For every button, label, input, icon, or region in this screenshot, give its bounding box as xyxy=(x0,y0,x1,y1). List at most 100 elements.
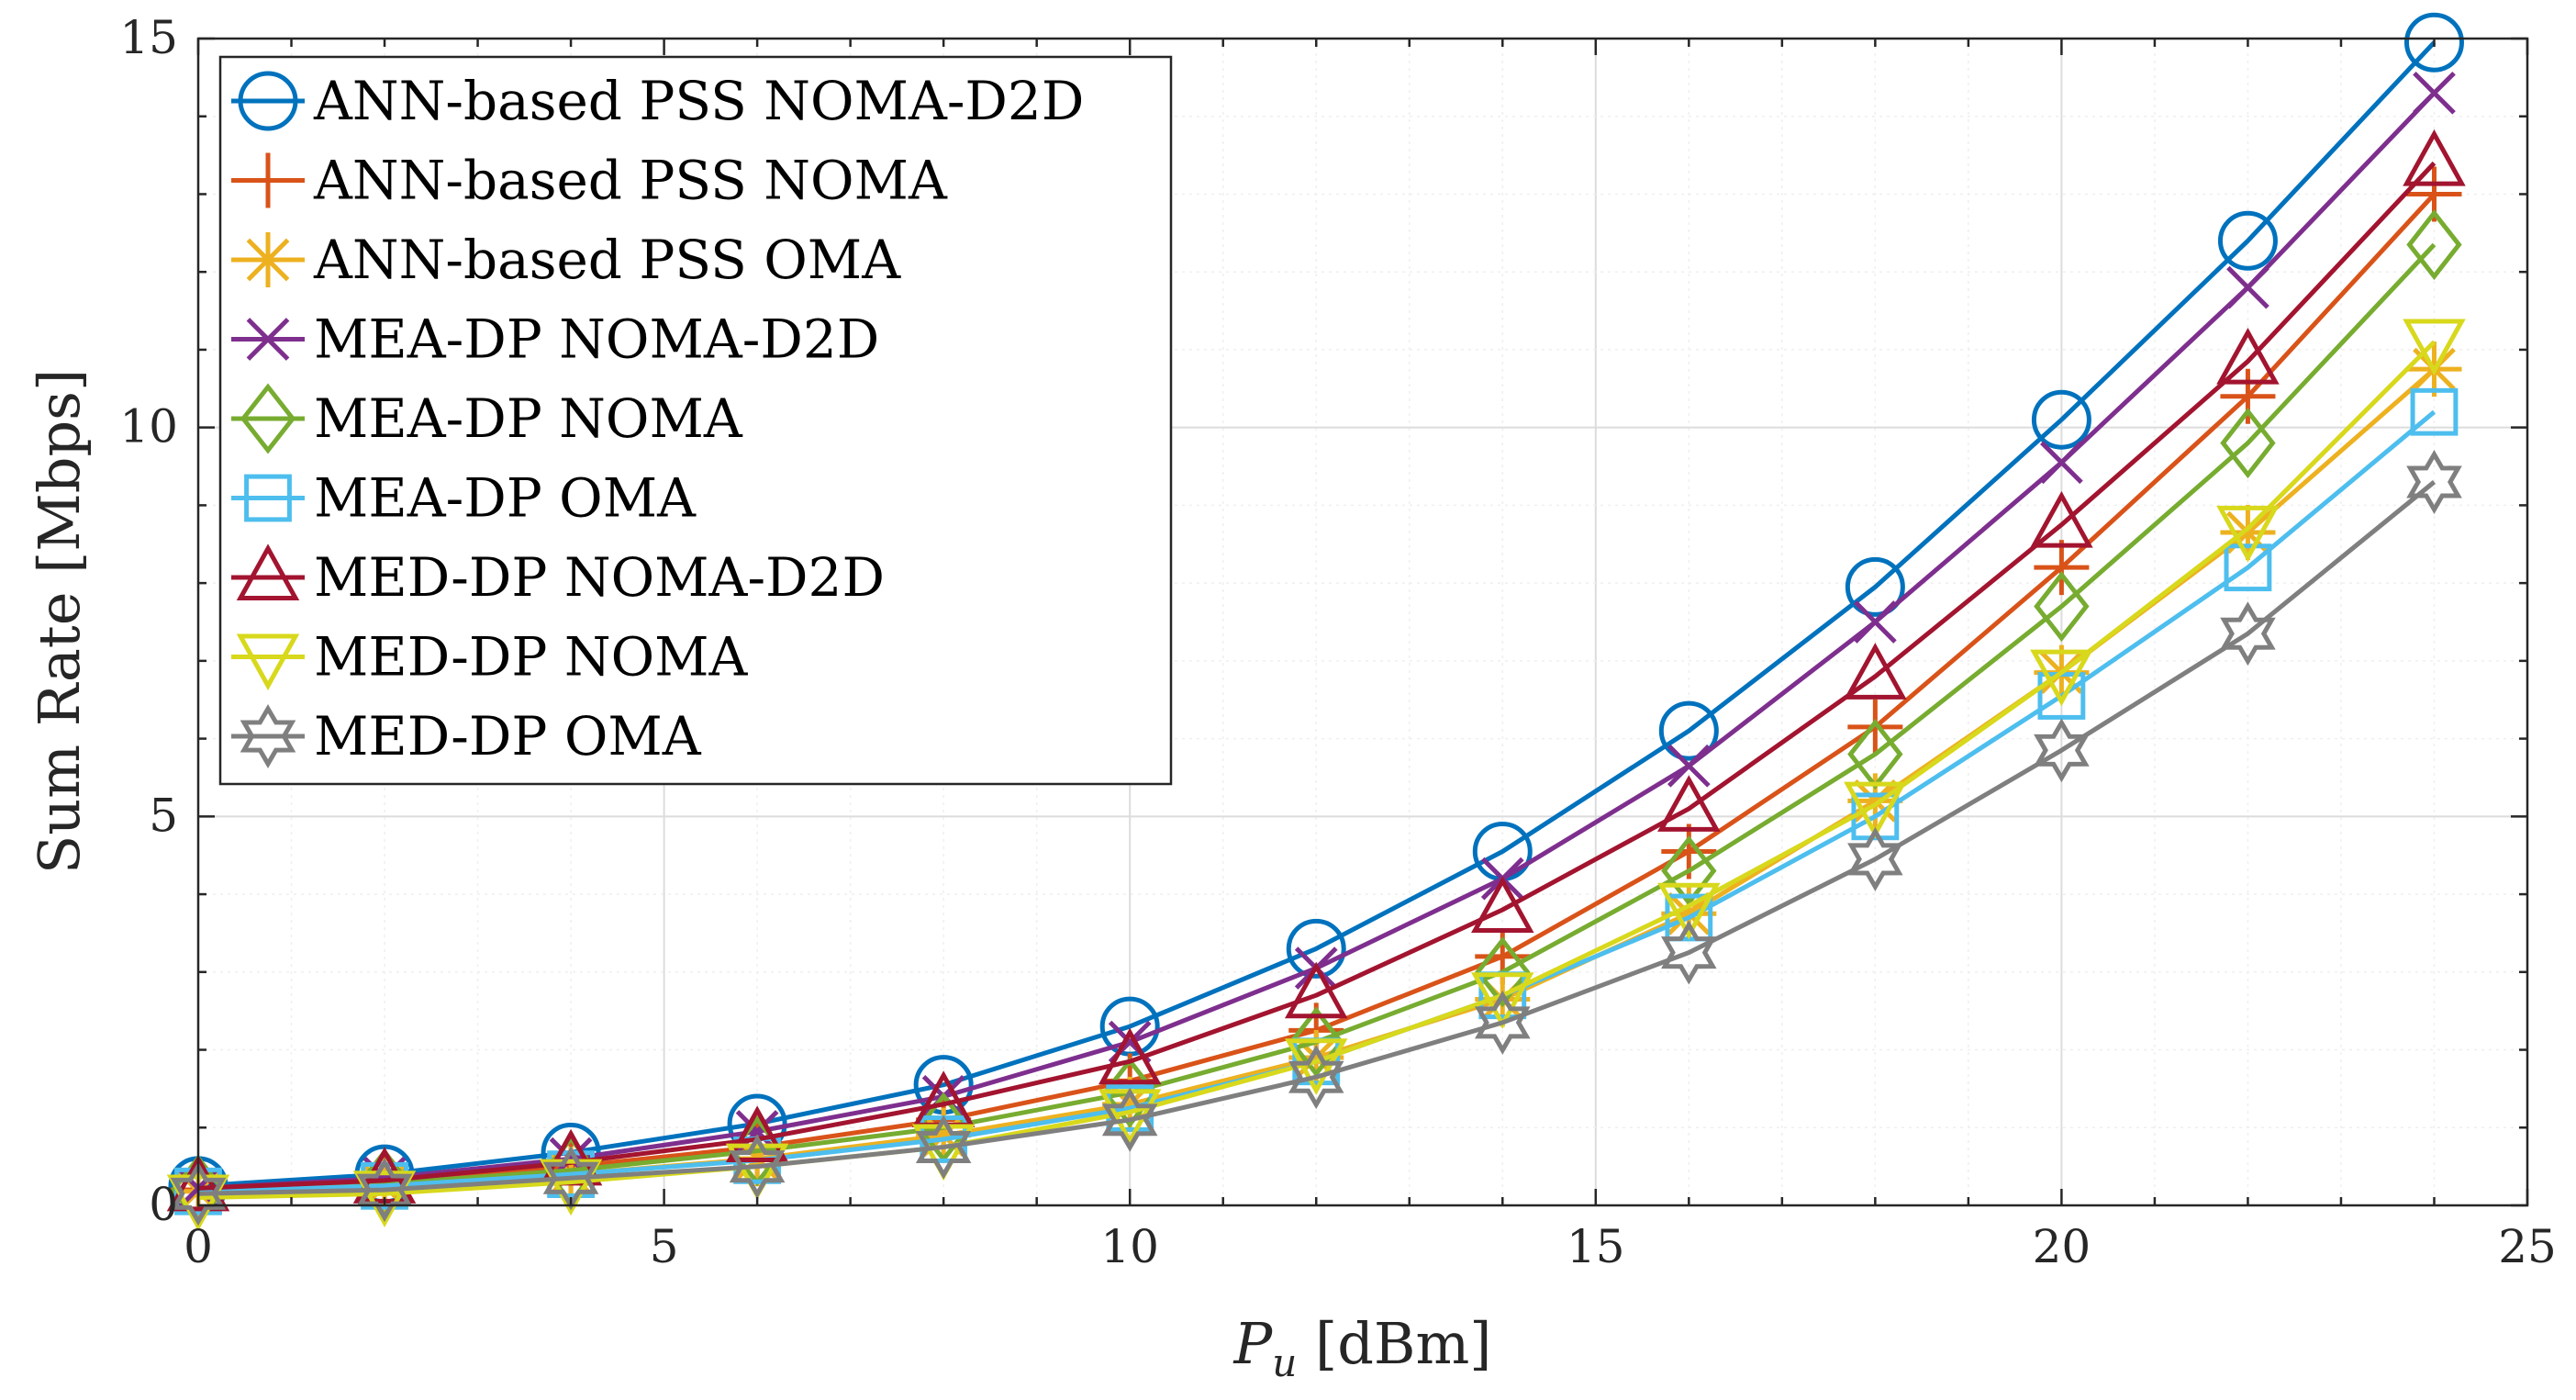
data-point-marker-diamond xyxy=(2406,208,2462,281)
data-point-marker-hexagram xyxy=(2406,450,2462,514)
data-point-marker-triangle-up xyxy=(2030,490,2093,548)
data-point-marker-hexagram xyxy=(170,1161,227,1226)
data-point-marker-triangle-down xyxy=(1844,781,1907,839)
legend-entry: MEA-DP NOMA-D2D xyxy=(231,308,879,371)
legend-label: MED-DP NOMA-D2D xyxy=(314,546,885,609)
axis-ticks xyxy=(196,37,2529,1207)
data-point-marker-asterisk xyxy=(240,232,296,287)
x-tick-label: 15 xyxy=(1567,1220,1625,1273)
data-point-marker-asterisk xyxy=(2220,505,2276,561)
legend-entry: ANN-based PSS OMA xyxy=(231,229,901,291)
data-point-marker-diamond xyxy=(2034,570,2090,643)
data-point-marker-triangle-down xyxy=(236,633,300,691)
data-point-marker-triangle-up xyxy=(166,1154,230,1212)
y-tick-label: 0 xyxy=(149,1178,178,1231)
data-point-marker-diamond xyxy=(1661,835,1717,907)
data-point-marker-hexagram xyxy=(356,1158,413,1223)
data-point-marker-diamond xyxy=(240,383,296,454)
data-point-marker-square xyxy=(2224,543,2272,592)
legend-label: MEA-DP OMA xyxy=(314,467,697,530)
data-point-marker-diamond xyxy=(1288,1006,1344,1078)
legend-entry: MEA-DP NOMA xyxy=(231,383,743,454)
legend-entry: ANN-based PSS NOMA-D2D xyxy=(231,70,1084,132)
x-tick-label: 5 xyxy=(650,1220,679,1273)
data-point-marker-circle xyxy=(2217,210,2278,271)
data-point-marker-triangle-down xyxy=(2216,505,2280,563)
data-point-marker-x xyxy=(1853,600,1897,644)
data-point-marker-triangle-up xyxy=(236,543,300,600)
data-point-marker-triangle-down xyxy=(352,1170,417,1227)
data-point-marker-hexagram xyxy=(2034,718,2090,783)
legend-entry: ANN-based PSS NOMA xyxy=(231,150,948,212)
data-point-marker-triangle-down xyxy=(539,1159,603,1216)
x-axis-label-unit: [dBm] xyxy=(1297,1310,1491,1377)
legend-label: MEA-DP NOMA-D2D xyxy=(314,308,879,371)
data-point-marker-square xyxy=(244,474,292,522)
legend-entry: MED-DP NOMA xyxy=(231,626,749,691)
x-axis-label-var: P xyxy=(1233,1310,1274,1377)
series-layer xyxy=(166,12,2466,1232)
data-point-marker-triangle-up xyxy=(2216,327,2280,385)
data-point-marker-triangle-up xyxy=(1844,643,1907,700)
y-tick-label: 5 xyxy=(149,789,178,842)
data-point-marker-triangle-down xyxy=(2030,649,2093,707)
data-point-marker-triangle-up xyxy=(1284,961,1348,1019)
data-point-marker-square xyxy=(2410,387,2459,436)
legend-label: MED-DP OMA xyxy=(314,705,702,767)
legend-entry: MED-DP NOMA-D2D xyxy=(231,543,885,609)
y-tick-label: 10 xyxy=(119,400,178,454)
data-point-marker-x xyxy=(2226,265,2269,309)
data-point-marker-triangle-up xyxy=(1098,1027,1162,1085)
series-line xyxy=(197,480,2437,1196)
data-point-marker-circle xyxy=(1845,556,1905,617)
data-point-marker-triangle-down xyxy=(2403,319,2466,376)
x-axis-label: Pu [dBm] xyxy=(1233,1310,1492,1385)
data-point-marker-x xyxy=(1667,744,1711,788)
legend-label: MEA-DP NOMA xyxy=(314,387,743,450)
legend-label: ANN-based PSS NOMA-D2D xyxy=(313,70,1084,132)
data-point-marker-triangle-down xyxy=(1284,1038,1348,1095)
data-point-marker-circle xyxy=(2031,389,2091,450)
data-point-marker-triangle-up xyxy=(1657,775,1721,832)
legend-entry: MED-DP OMA xyxy=(231,704,702,768)
data-point-marker-hexagram xyxy=(1288,1045,1344,1110)
data-point-marker-hexagram xyxy=(729,1134,786,1199)
data-point-marker-asterisk xyxy=(916,1107,972,1163)
y-axis-label: Sum Rate [Mbps] xyxy=(26,369,93,874)
data-point-marker-plus xyxy=(1847,699,1903,755)
data-point-marker-x xyxy=(2413,71,2456,115)
x-tick-label: 10 xyxy=(1100,1220,1159,1273)
data-point-marker-hexagram xyxy=(1660,920,1717,985)
data-point-marker-triangle-up xyxy=(725,1105,789,1162)
legend-label: ANN-based PSS OMA xyxy=(313,229,901,291)
data-point-marker-x xyxy=(246,318,290,361)
data-point-marker-circle xyxy=(1286,918,1346,979)
data-point-marker-circle xyxy=(238,71,298,131)
data-point-marker-circle xyxy=(2403,12,2464,73)
series-9 xyxy=(170,450,2462,1226)
x-tick-label: 0 xyxy=(184,1220,213,1273)
data-point-marker-triangle-down xyxy=(1471,972,1534,1029)
x-tick-label: 20 xyxy=(2033,1220,2091,1273)
data-point-marker-triangle-down xyxy=(1657,882,1721,940)
data-point-marker-hexagram xyxy=(915,1114,972,1180)
legend-entry: MEA-DP OMA xyxy=(231,467,697,530)
data-point-marker-triangle-up xyxy=(1471,876,1534,934)
data-point-marker-hexagram xyxy=(1474,990,1531,1055)
x-axis-label-sub: u xyxy=(1272,1340,1297,1385)
legend-label: ANN-based PSS NOMA xyxy=(313,150,948,212)
legend-box xyxy=(218,55,1173,786)
legend-entries: ANN-based PSS NOMA-D2D ANN-based PSS NOMA… xyxy=(231,70,1084,768)
data-point-marker-triangle-down xyxy=(725,1143,789,1201)
data-point-marker-asterisk xyxy=(1102,1076,1158,1132)
legend-label: MED-DP NOMA xyxy=(314,626,749,689)
series-line xyxy=(197,340,2437,1200)
data-point-marker-hexagram xyxy=(2220,601,2276,666)
data-point-marker-asterisk xyxy=(1288,1030,1344,1086)
data-point-marker-triangle-up xyxy=(2403,129,2466,186)
y-tick-label: 15 xyxy=(119,11,178,64)
data-point-marker-diamond xyxy=(2220,408,2276,479)
data-point-marker-circle xyxy=(1658,700,1719,761)
data-point-marker-hexagram xyxy=(240,704,296,768)
